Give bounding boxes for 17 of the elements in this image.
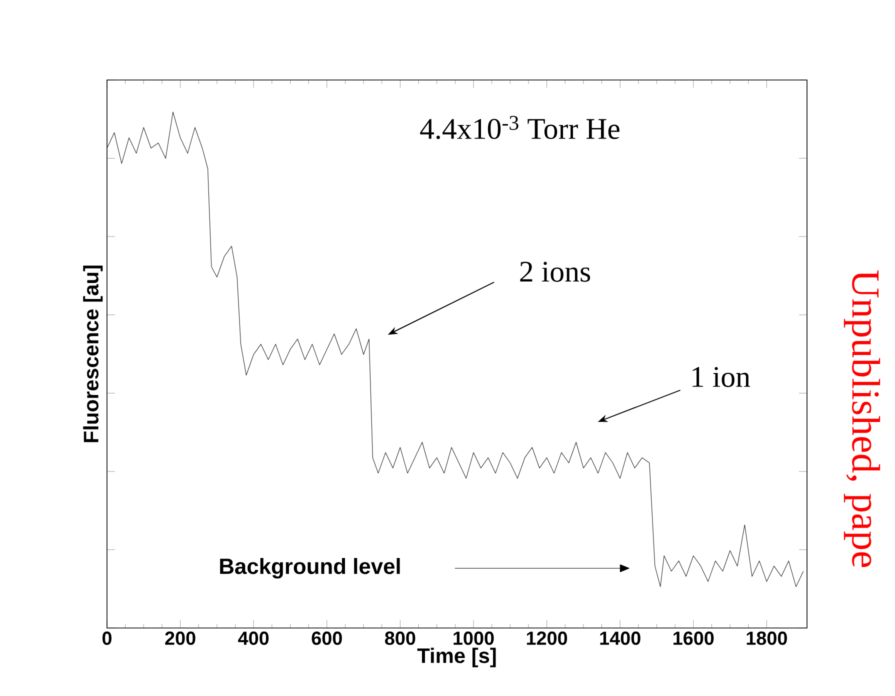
annotation: 2 ions	[520, 262, 590, 282]
x-tick-label: 200	[165, 632, 196, 645]
annotation: Background level	[220, 558, 400, 579]
x-tick-label: 400	[238, 632, 269, 645]
x-tick-label: 1400	[600, 632, 640, 645]
x-tick-label: 600	[312, 632, 342, 645]
x-tick-label: 0	[102, 632, 112, 645]
x-tick-label: 1800	[746, 632, 787, 645]
chart-title: 4.4x10$^{-3}$ Torr He	[420, 116, 620, 140]
x-tick-label: 800	[385, 632, 416, 645]
text: Unpublished, pape	[844, 270, 880, 567]
annotation: 1 ion	[692, 366, 750, 388]
x-tick-label: 1000	[454, 632, 494, 645]
x-tick-label: 1200	[526, 632, 568, 645]
x-axis-title: Time [s]	[417, 648, 496, 668]
x-tick-label: 1600	[674, 632, 714, 645]
y-axis-title: Fluorescence [au]	[83, 266, 103, 442]
